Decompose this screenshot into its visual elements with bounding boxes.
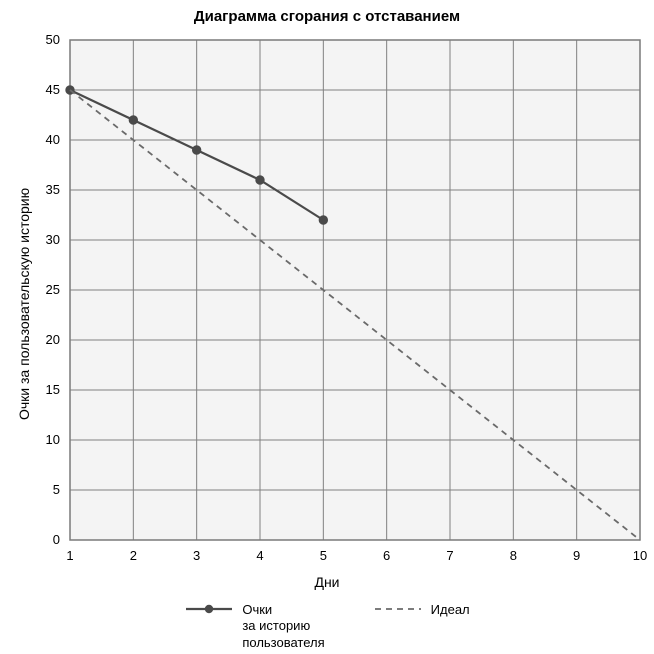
y-tick-label: 50 xyxy=(46,32,60,47)
x-tick-label: 1 xyxy=(66,548,73,563)
x-tick-label: 10 xyxy=(633,548,647,563)
series-marker-actual xyxy=(192,146,200,154)
legend-label-ideal: Идеал xyxy=(431,602,470,618)
y-tick-label: 45 xyxy=(46,82,60,97)
x-tick-label: 2 xyxy=(130,548,137,563)
chart-legend: Очкиза историюпользователя Идеал xyxy=(0,602,654,651)
legend-item-actual: Очкиза историюпользователя xyxy=(184,602,324,651)
series-marker-actual xyxy=(256,176,264,184)
x-tick-label: 9 xyxy=(573,548,580,563)
series-marker-actual xyxy=(319,216,327,224)
y-tick-label: 25 xyxy=(46,282,60,297)
y-tick-label: 15 xyxy=(46,382,60,397)
x-tick-label: 8 xyxy=(510,548,517,563)
legend-swatch-actual xyxy=(184,602,234,616)
y-tick-label: 5 xyxy=(53,482,60,497)
x-tick-label: 5 xyxy=(320,548,327,563)
chart-root: Диаграмма сгорания с отставанием Очки за… xyxy=(0,0,654,654)
legend-swatch-ideal xyxy=(373,602,423,616)
x-tick-label: 3 xyxy=(193,548,200,563)
y-tick-label: 20 xyxy=(46,332,60,347)
x-tick-label: 7 xyxy=(446,548,453,563)
y-tick-label: 0 xyxy=(53,532,60,547)
x-axis-label: Дни xyxy=(0,574,654,590)
y-tick-label: 35 xyxy=(46,182,60,197)
series-marker-actual xyxy=(129,116,137,124)
legend-label-actual: Очкиза историюпользователя xyxy=(242,602,324,651)
y-tick-label: 10 xyxy=(46,432,60,447)
y-tick-label: 30 xyxy=(46,232,60,247)
x-tick-label: 4 xyxy=(256,548,263,563)
legend-item-ideal: Идеал xyxy=(373,602,470,651)
y-tick-label: 40 xyxy=(46,132,60,147)
chart-plot-area: 1234567891005101520253035404550 xyxy=(0,0,654,580)
x-tick-label: 6 xyxy=(383,548,390,563)
